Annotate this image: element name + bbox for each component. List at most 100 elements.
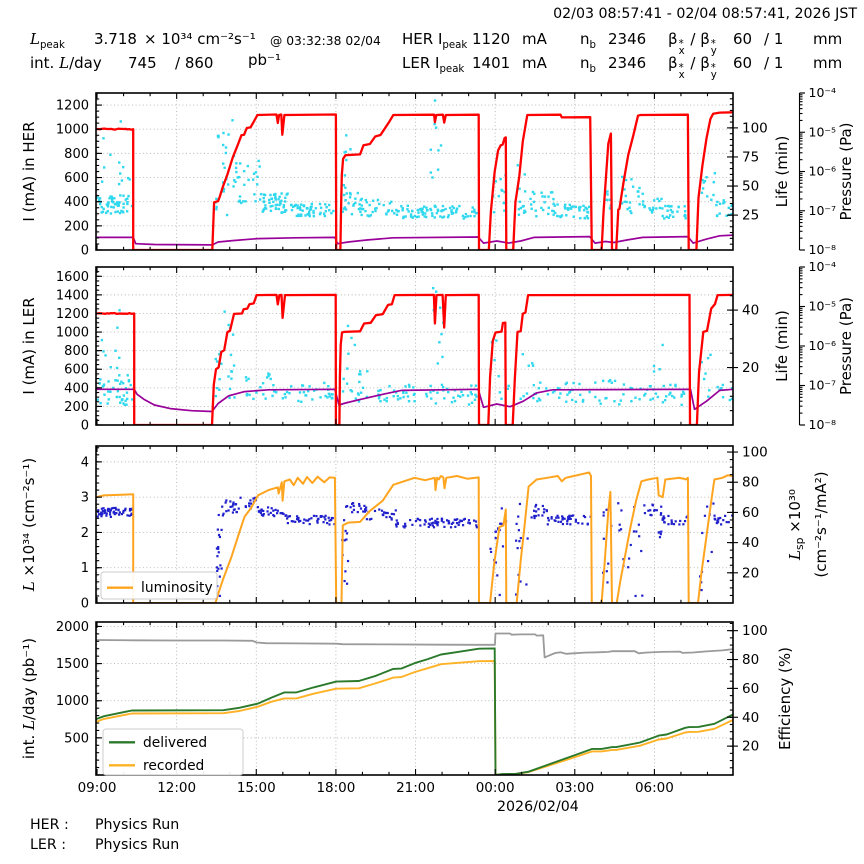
nb-label-ler: nb	[580, 54, 596, 75]
svg-text:1600: 1600	[56, 270, 89, 285]
series-ler-beam-current	[96, 293, 733, 425]
her-ipeak-value: 1120	[472, 30, 511, 48]
ler-status-label: LER :	[30, 837, 67, 853]
svg-text:80: 80	[742, 652, 759, 668]
intl-value: 745	[128, 54, 157, 72]
svg-text:(cm⁻²s⁻¹/mA²): (cm⁻²s⁻¹/mA²)	[812, 471, 830, 577]
beta-x-ler: 60	[733, 54, 753, 72]
series-delivered	[96, 647, 733, 775]
chart-integrated-luminosity: 09:00 12:00 15:00 18:00 21:00 00:00 03:00 06:00…	[20, 620, 794, 796]
svg-text:60: 60	[742, 505, 759, 521]
svg-text:Life (min): Life (min)	[773, 136, 791, 208]
svg-text:10⁻⁵: 10⁻⁵	[809, 299, 837, 314]
svg-text:1000: 1000	[56, 694, 89, 709]
svg-text:1200: 1200	[56, 99, 89, 114]
svg-text:00:00: 00:00	[476, 780, 515, 796]
svg-text:800: 800	[64, 344, 89, 359]
svg-text:50: 50	[742, 179, 759, 195]
her-status-value: Physics Run	[95, 817, 180, 833]
svg-text:800: 800	[64, 147, 89, 162]
svg-text:15:00: 15:00	[237, 780, 276, 796]
beta-unit-her: mm	[813, 30, 843, 48]
svg-text:I (mA) in LER: I (mA) in LER	[20, 297, 38, 394]
svg-text:03:00: 03:00	[555, 780, 594, 796]
lpeak-at: @ 03:32:38 02/04	[270, 34, 381, 48]
legend-integrated-luminosity	[102, 728, 244, 776]
series-her-lifetime	[96, 99, 733, 220]
svg-text:L ×10³⁴ (cm⁻²s⁻¹): L ×10³⁴ (cm⁻²s⁻¹)	[20, 458, 38, 592]
svg-text:luminosity: luminosity	[141, 580, 213, 596]
series-efficiency	[96, 632, 733, 659]
datetime-range: 02/03 08:57:41 - 02/04 08:57:41, 2026 JS…	[553, 6, 857, 22]
beta-x-her: 60	[733, 30, 753, 48]
svg-text:Life (min): Life (min)	[773, 310, 791, 382]
beta-y-ler: / 1	[764, 54, 784, 72]
legend-luminosity	[100, 571, 218, 600]
svg-text:0: 0	[81, 244, 89, 259]
svg-text:40: 40	[742, 303, 759, 319]
nb-value-ler: 2346	[608, 54, 647, 72]
series-ler-pressure	[96, 388, 733, 413]
ler-ipeak-unit: mA	[522, 54, 547, 72]
svg-text:06:00: 06:00	[635, 780, 674, 796]
nb-value-her: 2346	[608, 30, 647, 48]
beta-label-her: β * x / β * y	[668, 30, 717, 58]
svg-text:600: 600	[64, 363, 89, 378]
x-axis-date-label: 2026/02/04	[497, 799, 579, 815]
intl-label: int. L/day	[30, 54, 102, 72]
svg-text:500: 500	[64, 731, 89, 746]
beta-y-her: / 1	[764, 30, 784, 48]
svg-text:10⁻⁶: 10⁻⁶	[809, 338, 837, 353]
svg-text:Efficiency (%): Efficiency (%)	[776, 647, 794, 750]
svg-text:10⁻⁷: 10⁻⁷	[809, 203, 837, 218]
svg-text:1200: 1200	[56, 307, 89, 322]
chart-ler-current: 0 200 400 600 800 1000 1200 1400 1600 20 40 I (mA) …	[20, 259, 855, 434]
svg-text:75: 75	[742, 149, 759, 165]
svg-text:60: 60	[742, 681, 759, 697]
chart-luminosity: 0 1 2 3 4 20 40 60 80 100 L ×10³⁴ (cm⁻²s⁻¹) Lsp​ ×1…	[20, 445, 830, 612]
intl-units: pb⁻¹	[248, 51, 281, 69]
svg-text:12:00: 12:00	[157, 780, 196, 796]
svg-text:Lsp​ ×10³⁰: Lsp​ ×10³⁰	[786, 489, 806, 561]
svg-text:200: 200	[64, 219, 89, 234]
svg-text:10⁻⁴: 10⁻⁴	[809, 85, 837, 100]
svg-text:3: 3	[81, 491, 89, 506]
nb-label-her: nb	[580, 30, 596, 51]
svg-text:600: 600	[64, 171, 89, 186]
svg-text:25: 25	[742, 208, 759, 224]
svg-text:2000: 2000	[56, 620, 89, 635]
svg-text:21:00: 21:00	[396, 780, 435, 796]
svg-text:80: 80	[742, 475, 759, 491]
ler-ipeak-value: 1401	[472, 54, 511, 72]
series-luminosity	[96, 471, 733, 603]
svg-text:4: 4	[81, 455, 89, 470]
svg-text:18:00: 18:00	[316, 780, 355, 796]
svg-text:0: 0	[81, 419, 89, 434]
series-recorded	[96, 660, 733, 775]
lpeak-label: Lpeak	[30, 30, 65, 51]
her-ipeak-unit: mA	[522, 30, 547, 48]
svg-text:Pressure (Pa): Pressure (Pa)	[837, 297, 855, 395]
intl-slash: / 860	[175, 54, 214, 72]
svg-text:20: 20	[742, 739, 759, 755]
svg-text:1000: 1000	[56, 326, 89, 341]
series-her-pressure	[96, 234, 733, 246]
svg-text:20: 20	[742, 565, 759, 581]
svg-text:delivered: delivered	[143, 735, 207, 751]
svg-text:recorded: recorded	[143, 758, 204, 774]
ler-status-value: Physics Run	[95, 837, 180, 853]
svg-text:2: 2	[81, 526, 89, 541]
svg-text:1000: 1000	[56, 123, 89, 138]
svg-text:I (mA) in HER: I (mA) in HER	[20, 121, 38, 221]
svg-text:100: 100	[742, 445, 768, 461]
svg-text:10⁻⁴: 10⁻⁴	[809, 259, 837, 274]
svg-text:10⁻⁵: 10⁻⁵	[809, 124, 837, 139]
svg-text:10⁻⁶: 10⁻⁶	[809, 164, 837, 179]
svg-text:400: 400	[64, 381, 89, 396]
svg-text:100: 100	[742, 623, 768, 639]
svg-text:100: 100	[742, 120, 768, 136]
series-her-beam-current	[96, 111, 733, 250]
chart-her-current: 0 200 400 600 800 1000 1200 25 50 75 100 I (mA) in …	[20, 85, 855, 259]
series-ler-lifetime	[96, 286, 733, 407]
series-specific-luminosity	[96, 496, 733, 598]
